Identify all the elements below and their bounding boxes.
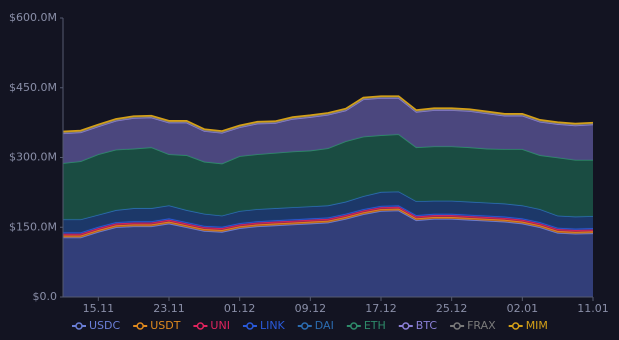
legend-dot xyxy=(136,322,144,330)
legend-label: FRAX xyxy=(467,319,496,332)
legend-label: USDC xyxy=(89,319,121,332)
x-tick-label: 15.11 xyxy=(83,302,115,315)
legend-dot xyxy=(511,322,520,330)
y-tick-label: $0.0 xyxy=(33,290,58,303)
legend-label: LINK xyxy=(260,319,286,332)
area xyxy=(63,97,593,164)
legend-item[interactable]: DAI xyxy=(297,319,334,332)
y-tick-label: $450.0M xyxy=(9,81,57,94)
x-tick-label: 17.12 xyxy=(365,302,397,315)
legend-item[interactable]: UNI xyxy=(193,319,230,332)
x-tick-label: 11.01 xyxy=(577,302,609,315)
area xyxy=(63,208,593,238)
legend-dot xyxy=(75,322,83,330)
legend-item[interactable]: MIM xyxy=(508,319,548,332)
legend-item[interactable]: LINK xyxy=(242,319,286,332)
legend-label: DAI xyxy=(315,319,334,332)
area xyxy=(63,205,593,234)
legend-dot xyxy=(402,322,410,330)
x-tick-label: 09.12 xyxy=(295,302,327,315)
legend-item[interactable]: USDC xyxy=(72,319,121,332)
legend-dot xyxy=(196,322,205,330)
x-tick-label: 01.12 xyxy=(224,302,256,315)
legend-dot xyxy=(301,322,309,330)
legend-item[interactable]: FRAX xyxy=(450,319,496,332)
y-tick-label: $300.0M xyxy=(9,151,57,164)
x-tick-label: 23.11 xyxy=(153,302,185,315)
legend-label: MIM xyxy=(526,319,548,332)
legend-dot xyxy=(350,322,358,330)
area-edge xyxy=(62,95,594,133)
x-tick-label: 02.01 xyxy=(507,302,539,315)
x-tick-label: 25.12 xyxy=(436,302,468,315)
y-tick-label: $150.0M xyxy=(9,220,57,233)
legend-item[interactable]: USDT xyxy=(133,319,181,332)
y-tick-label: $600.0M xyxy=(9,11,57,24)
area xyxy=(63,210,593,297)
area xyxy=(63,206,593,236)
legend-label: BTC xyxy=(416,319,438,332)
legend-dot xyxy=(246,322,254,330)
legend-label: UNI xyxy=(210,319,230,332)
legend-item[interactable]: ETH xyxy=(346,319,386,332)
legend-label: ETH xyxy=(364,319,386,332)
legend-label: USDT xyxy=(150,319,181,332)
area xyxy=(63,134,593,220)
legend-dot xyxy=(453,322,461,330)
legend-item[interactable]: BTC xyxy=(398,319,438,332)
